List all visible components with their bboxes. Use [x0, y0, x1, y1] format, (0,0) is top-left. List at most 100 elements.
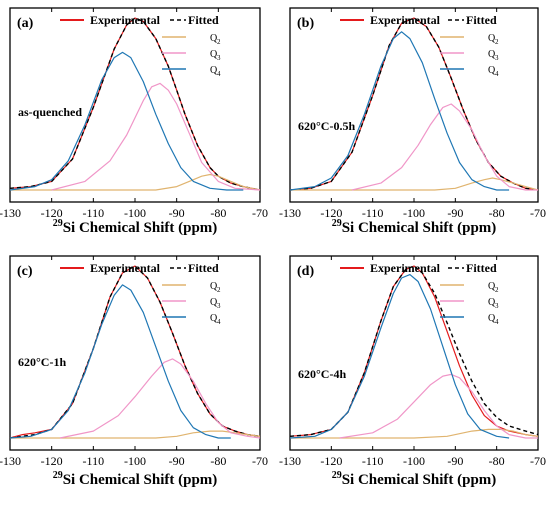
series-q4-line — [9, 51, 244, 191]
x-tick-label: -120 — [320, 206, 342, 220]
legend-experimental-label: Experimental — [90, 13, 161, 27]
series-q4-line — [9, 284, 231, 439]
x-tick-label: -130 — [279, 206, 301, 220]
panel-label: (b) — [297, 16, 314, 31]
series-q2-line — [290, 177, 539, 191]
legend-experimental-label: Experimental — [370, 261, 441, 275]
panel-c: -130 -120 -110 -100 -90 -80 -70 (c) Experimental… — [0, 255, 268, 488]
x-axis-label: 29Si Chemical Shift (ppm) — [53, 218, 218, 236]
x-tick-label: -90 — [169, 206, 185, 220]
x-tick-label: -110 — [83, 206, 105, 220]
panel-label: (c) — [17, 264, 33, 279]
x-tick-label: -90 — [447, 454, 463, 468]
legend-q4-label: Q — [488, 313, 496, 324]
series-experimental-line — [9, 265, 261, 439]
legend-q4-subscript: 4 — [495, 318, 499, 326]
legend-q4-label: Q — [210, 65, 218, 76]
legend-q4-subscript: 4 — [495, 70, 499, 78]
x-axis-label-text: Si Chemical Shift (ppm) — [63, 220, 218, 236]
x-tick-label: -70 — [530, 206, 546, 220]
x-tick-label: -130 — [0, 454, 21, 468]
legend-experimental-label: Experimental — [90, 261, 161, 275]
legend-q2-label: Q — [210, 281, 218, 292]
legend-fitted-label: Fitted — [466, 261, 497, 275]
x-axis-label: 29Si Chemical Shift (ppm) — [332, 470, 497, 488]
series-q3-line — [51, 82, 261, 191]
series-q3-line — [351, 103, 538, 191]
legend-experimental-label: Experimental — [370, 13, 441, 27]
series-q2-line — [10, 430, 261, 439]
legend-q3-label: Q — [210, 49, 218, 60]
x-tick-label: -120 — [41, 454, 63, 468]
x-tick-label: -100 — [124, 454, 146, 468]
series-fitted-line — [9, 265, 261, 439]
x-tick-label: -110 — [83, 454, 105, 468]
x-axis-label: 29Si Chemical Shift (ppm) — [53, 470, 218, 488]
legend-fitted-label: Fitted — [188, 261, 219, 275]
legend-q4-label: Q — [210, 313, 218, 324]
series-q2-line — [10, 173, 261, 191]
series-fitted-line — [9, 17, 261, 191]
panel-b: -130 -120 -110 -100 -90 -80 -70 (b) Experimental… — [279, 7, 546, 236]
x-tick-label: -110 — [362, 206, 384, 220]
series-q3-line — [339, 373, 538, 439]
x-tick-label: -90 — [169, 454, 185, 468]
legend-q4-subscript: 4 — [217, 70, 221, 78]
condition-label: 620°C-0.5h — [298, 119, 355, 133]
x-axis-label-superscript: 29 — [53, 470, 63, 481]
x-axis-label-superscript: 29 — [53, 218, 63, 229]
x-tick-label: -100 — [403, 206, 425, 220]
legend-q2-subscript: 2 — [217, 286, 221, 294]
legend-q2-label: Q — [488, 33, 496, 44]
x-axis-label-superscript: 29 — [332, 218, 342, 229]
x-tick-label: -70 — [530, 454, 546, 468]
plot-frame — [9, 255, 261, 451]
x-tick-label: -100 — [403, 454, 425, 468]
series-q4-line — [289, 274, 510, 439]
legend-q3-subscript: 3 — [495, 302, 499, 310]
series-experimental-line — [289, 17, 539, 191]
panel-d: -130 -120 -110 -100 -90 -80 -70 (d) Experimental… — [279, 255, 546, 488]
x-tick-label: -80 — [489, 206, 505, 220]
panel-a: -130 -120 -110 -100 -90 -80 -70 (a) Experimental… — [0, 7, 268, 236]
series-fitted-line — [289, 265, 539, 437]
x-tick-label: -90 — [447, 206, 463, 220]
legend-q3-subscript: 3 — [217, 302, 221, 310]
panel-label: (d) — [297, 264, 314, 279]
legend-fitted-label: Fitted — [188, 13, 219, 27]
x-tick-label: -110 — [362, 454, 384, 468]
x-tick-label: -130 — [0, 206, 21, 220]
legend-q2-label: Q — [210, 33, 218, 44]
x-axis-label-superscript: 29 — [332, 470, 342, 481]
condition-label: 620°C-1h — [18, 355, 66, 369]
condition-label: as-quenched — [18, 105, 82, 119]
x-axis-label-text: Si Chemical Shift (ppm) — [63, 472, 218, 488]
series-q3-line — [59, 358, 261, 439]
legend-q4-subscript: 4 — [217, 318, 221, 326]
series-experimental-line — [9, 17, 261, 191]
x-tick-label: -80 — [210, 206, 226, 220]
x-axis-label: 29Si Chemical Shift (ppm) — [332, 218, 497, 236]
legend-q3-label: Q — [488, 297, 496, 308]
x-tick-label: -70 — [252, 454, 268, 468]
legend-q4-label: Q — [488, 65, 496, 76]
legend-fitted-label: Fitted — [466, 13, 497, 27]
legend-q3-label: Q — [210, 297, 218, 308]
series-q4-line — [289, 31, 510, 191]
x-tick-label: -120 — [320, 454, 342, 468]
x-tick-label: -80 — [489, 454, 505, 468]
legend-q2-subscript: 2 — [217, 38, 221, 46]
legend-q3-subscript: 3 — [217, 54, 221, 62]
x-tick-label: -120 — [41, 206, 63, 220]
x-axis-label-text: Si Chemical Shift (ppm) — [342, 220, 497, 236]
series-experimental-line — [289, 265, 539, 437]
legend-q3-label: Q — [488, 49, 496, 60]
legend-q2-label: Q — [488, 281, 496, 292]
legend-q2-subscript: 2 — [495, 38, 499, 46]
x-tick-label: -130 — [279, 454, 301, 468]
legend-q3-subscript: 3 — [495, 54, 499, 62]
series-fitted-line — [289, 17, 539, 191]
x-tick-label: -100 — [124, 206, 146, 220]
x-tick-label: -80 — [210, 454, 226, 468]
